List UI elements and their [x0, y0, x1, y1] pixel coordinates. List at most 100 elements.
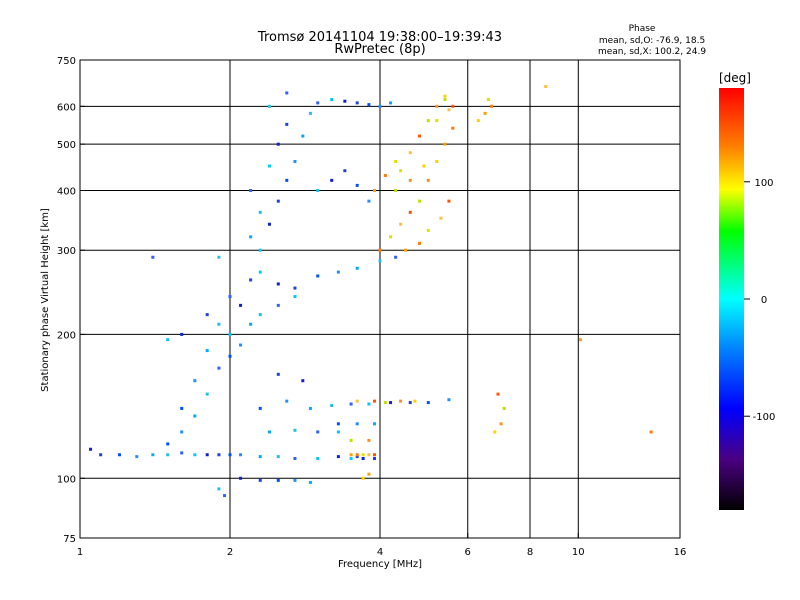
- o-mode-point: [249, 188, 253, 192]
- o-mode-point: [308, 480, 312, 484]
- x-mode-point: [417, 199, 421, 203]
- o-mode-point: [267, 430, 271, 434]
- o-mode-point: [217, 366, 221, 370]
- x-mode-point: [544, 85, 548, 89]
- o-mode-point: [205, 453, 209, 457]
- o-mode-point: [355, 266, 359, 270]
- x-mode-point: [499, 422, 503, 426]
- o-mode-point: [336, 270, 340, 274]
- x-mode-point: [451, 104, 455, 108]
- x-mode-point: [399, 169, 403, 173]
- o-mode-point: [316, 274, 320, 278]
- o-mode-point: [276, 478, 280, 482]
- x-mode-point: [403, 248, 407, 252]
- x-mode-point: [578, 338, 582, 342]
- x-mode-point: [355, 453, 359, 457]
- x-mode-point: [435, 104, 439, 108]
- x-mode-point: [490, 104, 494, 108]
- x-tick-label: 16: [674, 547, 687, 558]
- o-mode-point: [316, 456, 320, 460]
- x-mode-point: [394, 188, 398, 192]
- o-mode-point: [330, 403, 334, 407]
- o-mode-point: [228, 354, 232, 358]
- x-mode-point: [649, 430, 653, 434]
- o-mode-point: [258, 210, 262, 214]
- o-mode-point: [258, 478, 262, 482]
- o-mode-point: [389, 401, 393, 405]
- stats-line-o: mean, sd,O: -76.9, 18.5: [599, 36, 705, 46]
- o-mode-point: [193, 453, 197, 457]
- x-mode-point: [417, 241, 421, 245]
- o-mode-point: [267, 164, 271, 168]
- o-mode-point: [228, 332, 232, 336]
- o-mode-point: [336, 430, 340, 434]
- x-tick-label: 2: [227, 547, 233, 558]
- x-mode-point: [373, 399, 377, 403]
- o-mode-point: [276, 372, 280, 376]
- colorbar-label: [deg]: [719, 71, 751, 85]
- o-mode-point: [166, 338, 170, 342]
- o-mode-point: [258, 248, 262, 252]
- o-mode-point: [285, 91, 289, 95]
- stats-line-x: mean, sd,X: 100.2, 24.9: [598, 47, 706, 57]
- o-mode-point: [355, 422, 359, 426]
- x-mode-point: [367, 438, 371, 442]
- x-mode-point: [383, 401, 387, 405]
- o-mode-point: [276, 282, 280, 286]
- o-mode-point: [394, 255, 398, 259]
- x-mode-point: [417, 134, 421, 138]
- colorbar: [719, 88, 744, 510]
- o-mode-point: [293, 159, 297, 163]
- o-mode-point: [180, 451, 184, 455]
- o-mode-point: [389, 101, 393, 105]
- o-mode-point: [193, 414, 197, 418]
- x-mode-point: [361, 476, 365, 480]
- x-mode-point: [413, 399, 417, 403]
- o-mode-point: [426, 401, 430, 405]
- y-tick-label: 750: [57, 56, 76, 67]
- o-mode-point: [293, 295, 297, 299]
- o-mode-point: [217, 487, 221, 491]
- x-mode-point: [355, 399, 359, 403]
- x-mode-point: [502, 406, 506, 410]
- o-mode-point: [276, 199, 280, 203]
- o-mode-point: [180, 332, 184, 336]
- x-mode-point: [349, 438, 353, 442]
- o-mode-point: [316, 430, 320, 434]
- colorbar-tick-label: 100: [754, 178, 773, 189]
- o-mode-point: [223, 494, 227, 498]
- o-mode-point: [217, 255, 221, 259]
- x-mode-point: [378, 248, 382, 252]
- o-mode-point: [217, 453, 221, 457]
- chart-subtitle: RwPretec (8p): [334, 42, 425, 57]
- o-mode-point: [151, 453, 155, 457]
- y-tick-label: 400: [57, 186, 76, 197]
- o-mode-point: [378, 104, 382, 108]
- o-mode-point: [180, 406, 184, 410]
- x-mode-point: [435, 119, 439, 123]
- o-mode-point: [166, 442, 170, 446]
- o-mode-point: [117, 453, 121, 457]
- o-mode-point: [378, 259, 382, 263]
- o-mode-point: [258, 455, 262, 459]
- x-tick-label: 1: [77, 547, 83, 558]
- o-mode-point: [239, 453, 243, 457]
- x-mode-point: [435, 159, 439, 163]
- o-mode-point: [367, 103, 371, 107]
- x-mode-point: [399, 399, 403, 403]
- o-mode-point: [361, 456, 365, 460]
- x-mode-point: [493, 430, 497, 434]
- o-mode-point: [258, 406, 262, 410]
- y-tick-label: 500: [57, 140, 76, 151]
- o-mode-point: [99, 453, 103, 457]
- y-tick-label: 100: [57, 474, 76, 485]
- o-mode-point: [330, 178, 334, 182]
- o-mode-point: [239, 476, 243, 480]
- x-mode-point: [373, 453, 377, 457]
- x-mode-point: [476, 119, 480, 123]
- x-mode-point: [422, 164, 426, 168]
- x-mode-point: [483, 111, 487, 115]
- o-mode-point: [349, 456, 353, 460]
- x-mode-point: [361, 453, 365, 457]
